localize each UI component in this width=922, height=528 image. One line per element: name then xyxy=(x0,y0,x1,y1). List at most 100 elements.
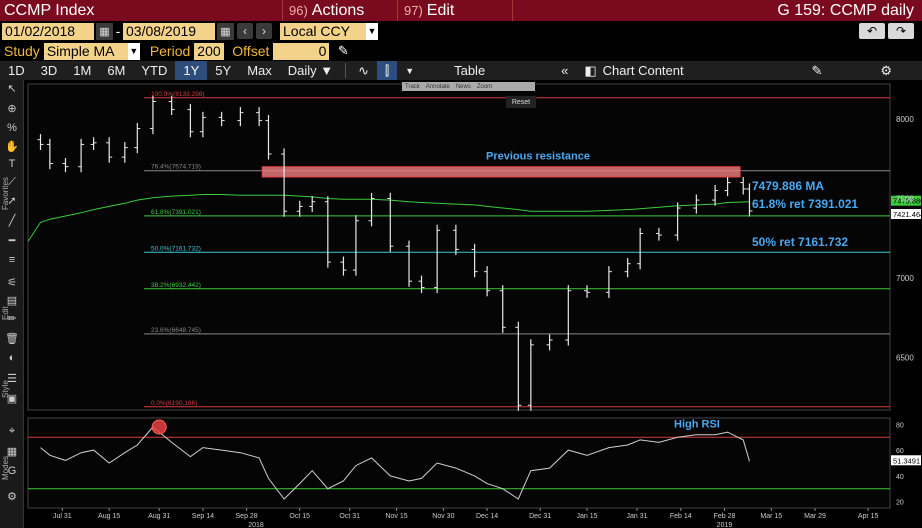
channel-icon[interactable]: ≡ xyxy=(8,254,16,266)
chevron-left-icon[interactable]: ‹ xyxy=(237,23,253,39)
brush-icon[interactable]: ✏ xyxy=(7,313,17,325)
start-date-input[interactable]: 01/02/2018 xyxy=(2,22,94,40)
chevron-down-icon[interactable]: ▼ xyxy=(127,42,140,60)
ruler-icon[interactable]: ▤ xyxy=(6,295,18,307)
security-title[interactable]: CCMP Index xyxy=(0,0,283,21)
ma-annotation: 7479.886 MA xyxy=(752,179,824,193)
price-chart[interactable]: 100.0%(8133.298) 76.4%(7674.719) 61.8%(739… xyxy=(24,80,922,528)
lock-icon[interactable]: ▣ xyxy=(6,393,18,405)
fibonacci-icon[interactable]: ⚟ xyxy=(7,277,17,289)
period-button-5y[interactable]: 5Y xyxy=(215,63,232,78)
currency-select[interactable]: Local CCY xyxy=(280,22,366,40)
price-tick-label: 6500 xyxy=(896,354,914,363)
cursor-icon[interactable]: ↖ xyxy=(7,83,17,95)
color-icon[interactable]: ◐ xyxy=(8,352,16,364)
app-icon[interactable]: G xyxy=(7,465,17,477)
period-button-max[interactable]: Max xyxy=(247,63,272,78)
edit-label: Edit xyxy=(426,1,455,19)
fib-label: 23.6%(6648.745) xyxy=(151,327,201,334)
x-tick-label: Aug 31 xyxy=(148,513,170,520)
crosshair-icon[interactable]: ⌖ xyxy=(8,425,16,437)
gear-icon[interactable]: ⚙ xyxy=(7,491,17,503)
edit-chart-icon[interactable]: ✎ xyxy=(811,62,823,78)
chevron-down-icon[interactable]: ▼ xyxy=(405,65,415,76)
fib-label: 50.0%(7161.732) xyxy=(151,245,201,252)
track-tool[interactable]: Track xyxy=(405,83,420,90)
rsi-line xyxy=(40,426,750,500)
x-tick-label: Sep 28 xyxy=(236,513,258,520)
fib-label: 61.8%(7391.021) xyxy=(151,209,201,216)
ma-price-badge xyxy=(891,195,921,206)
grid-icon[interactable]: ▦ xyxy=(6,446,18,458)
rsi-panel: High RSI 51.3491 xyxy=(28,418,921,500)
calendar-icon[interactable]: ▦ xyxy=(96,22,113,40)
news-tool[interactable]: News xyxy=(455,83,471,90)
period-button-6m[interactable]: 6M xyxy=(107,63,126,78)
frequency-select[interactable]: Daily ▼ xyxy=(287,63,334,78)
period-button-1d[interactable]: 1D xyxy=(8,63,25,78)
actions-label: Actions xyxy=(311,1,365,19)
function-title: G 159: CCMP daily xyxy=(777,1,914,19)
edit-number: 97) xyxy=(404,3,423,18)
fib-label: 100.0%(8133.298) xyxy=(151,91,205,98)
offset-input[interactable]: 0 xyxy=(273,42,330,60)
table-button[interactable]: Table xyxy=(454,63,486,78)
rsi-tick-label: 20 xyxy=(896,500,904,507)
period-button-3d[interactable]: 3D xyxy=(40,63,58,78)
edit-tab[interactable]: Edit xyxy=(1,306,10,320)
hand-icon[interactable]: ✋ xyxy=(5,141,19,153)
undo-icon[interactable]: ↶ xyxy=(859,23,885,39)
price-tick-label: 7500 xyxy=(896,194,914,203)
title-bar: CCMP Index 96) Actions 97) Edit G 159: C… xyxy=(0,0,922,21)
percent-icon[interactable]: % xyxy=(7,122,17,134)
chart-content-icon: ◧ xyxy=(584,62,597,78)
bar-chart-icon[interactable]: ⫿ xyxy=(377,61,398,80)
gear-icon[interactable]: ⚙ xyxy=(880,62,892,78)
delete-icon[interactable]: 🗑 xyxy=(5,333,19,345)
trendline-icon[interactable]: ⟋ xyxy=(8,176,16,188)
reset-button[interactable]: Reset xyxy=(506,96,536,108)
period-button-1y[interactable]: 1Y xyxy=(175,61,208,80)
zoom-icon[interactable]: ⊕ xyxy=(7,103,17,115)
line-chart-icon[interactable]: ∿ xyxy=(358,62,370,78)
line-tool-icon[interactable]: ╱ xyxy=(8,215,16,227)
rsi-badge xyxy=(891,455,921,466)
chevron-right-icon[interactable]: › xyxy=(256,23,272,39)
period-button-ytd[interactable]: YTD xyxy=(141,63,168,78)
zoom-tool[interactable]: Zoom xyxy=(476,83,493,90)
line-style-icon[interactable]: ☰ xyxy=(7,373,17,385)
style-tab[interactable]: Style xyxy=(1,380,10,398)
end-date-input[interactable]: 03/08/2019 xyxy=(123,22,215,40)
x-tick-label: Nov 15 xyxy=(385,513,407,520)
favorites-tab[interactable]: Favorites xyxy=(1,177,10,210)
x-tick-label: Jul 31 xyxy=(53,513,72,520)
x-tick-label: Mar 15 xyxy=(760,513,782,520)
x-tick-label: Jan 15 xyxy=(577,513,598,520)
chart-annotations: 7479.886 MA 61.8% ret 7391.021 50% ret 716… xyxy=(752,179,922,249)
modes-tab[interactable]: Modes xyxy=(1,455,10,480)
period-input[interactable]: 200 xyxy=(194,42,225,60)
high-rsi-circle xyxy=(151,419,167,435)
text-tool-icon[interactable]: T xyxy=(8,158,16,170)
chart-toolbar: 1D 3D 1M 6M YTD 1Y 5Y Max Daily ▼ ∿ ⫿ ▼ Table «… xyxy=(0,61,922,80)
study-row: Study Simple MA ▼ Period 200 Offset 0 ✎ xyxy=(0,41,922,61)
calendar-icon[interactable]: ▦ xyxy=(217,22,234,40)
pencil-icon[interactable]: ✎ xyxy=(337,43,349,58)
redo-icon[interactable]: ↷ xyxy=(888,23,914,39)
price-tick-label: 7000 xyxy=(896,274,914,283)
edit-menu[interactable]: 97) Edit xyxy=(398,0,513,21)
annotate-tool[interactable]: Annotate xyxy=(425,83,450,90)
horizontal-line-icon[interactable]: ━ xyxy=(8,235,16,247)
chart-content-button[interactable]: ◧ Chart Content xyxy=(576,61,691,80)
ma-price-label: 7479.886 xyxy=(893,197,922,206)
actions-number: 96) xyxy=(289,3,308,18)
study-select[interactable]: Simple MA xyxy=(43,42,128,60)
date-range-row: 01/02/2018 ▦ - 03/08/2019 ▦ ‹ › Local CC… xyxy=(0,21,922,41)
collapse-panel-icon[interactable]: « xyxy=(561,63,569,78)
arrow-tool-icon[interactable]: ➚ xyxy=(7,195,17,207)
actions-menu[interactable]: 96) Actions xyxy=(283,0,398,21)
chart-content-label: Chart Content xyxy=(602,63,684,78)
period-button-1m[interactable]: 1M xyxy=(73,63,92,78)
chart-axes: 8000 7500 7000 6500 80 60 40 20 Jul 31 Aug 15 Aug … xyxy=(53,115,914,528)
chevron-down-icon[interactable]: ▼ xyxy=(366,22,378,40)
